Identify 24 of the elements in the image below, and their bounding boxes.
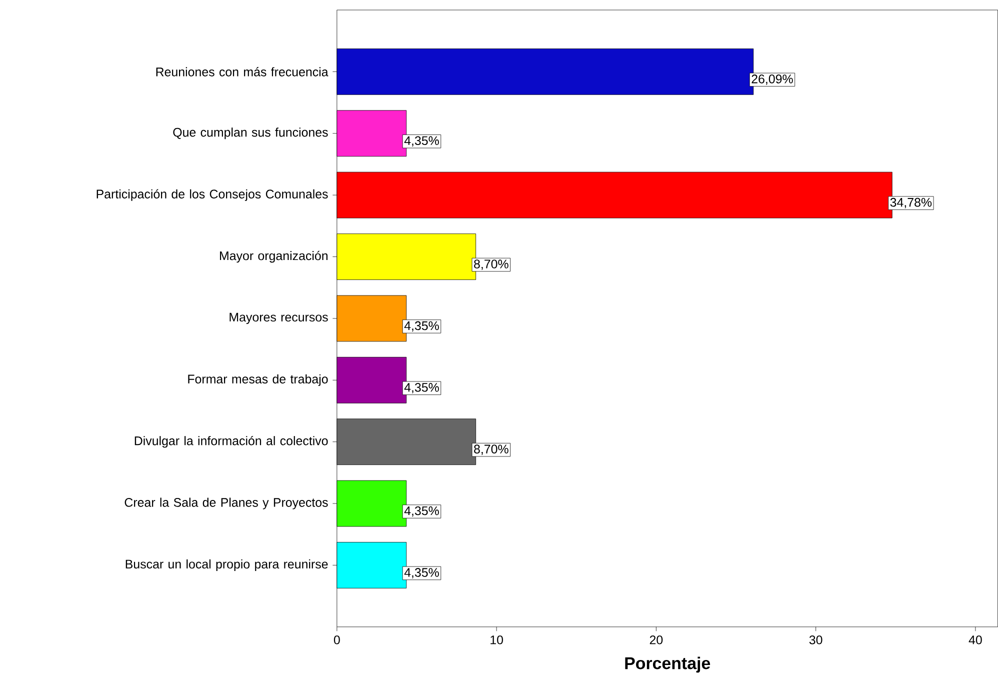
y-tick-label: Buscar un local propio para reunirse <box>126 559 328 572</box>
data-label: 8,70% <box>474 260 508 270</box>
y-tick-label: Formar mesas de trabajo <box>188 374 328 386</box>
x-tick-label: 40 <box>968 636 982 644</box>
data-label: 4,35% <box>404 383 439 394</box>
y-tick-label: Crear la Sala de Planes y Proyectos <box>124 498 328 510</box>
y-tick-label: Mayores recursos <box>230 312 328 324</box>
data-label: 4,35% <box>404 321 439 332</box>
data-label: 4,35% <box>404 136 439 147</box>
data-label: 4,35% <box>404 568 439 578</box>
x-tick-label: 10 <box>490 636 503 644</box>
y-tick-label: Reuniones con más frecuencia <box>156 67 328 76</box>
y-tick-label: Que cumplan sus funciones <box>173 128 328 140</box>
y-tick-label: Participación de los Consejos Comunales <box>96 189 328 201</box>
y-tick-label: Divulgar la información al colectivo <box>134 436 328 448</box>
y-tick-label: Mayor organización <box>220 250 328 263</box>
x-tick-label: 0 <box>334 636 340 644</box>
x-tick-label: 30 <box>809 636 822 644</box>
x-axis-title: Porcentaje <box>625 656 710 673</box>
data-label: 26,09% <box>752 74 793 85</box>
data-label: 8,70% <box>474 444 508 456</box>
data-label: 4,35% <box>404 506 439 517</box>
data-label: 34,78% <box>890 198 932 208</box>
x-tick-label: 20 <box>650 636 663 644</box>
